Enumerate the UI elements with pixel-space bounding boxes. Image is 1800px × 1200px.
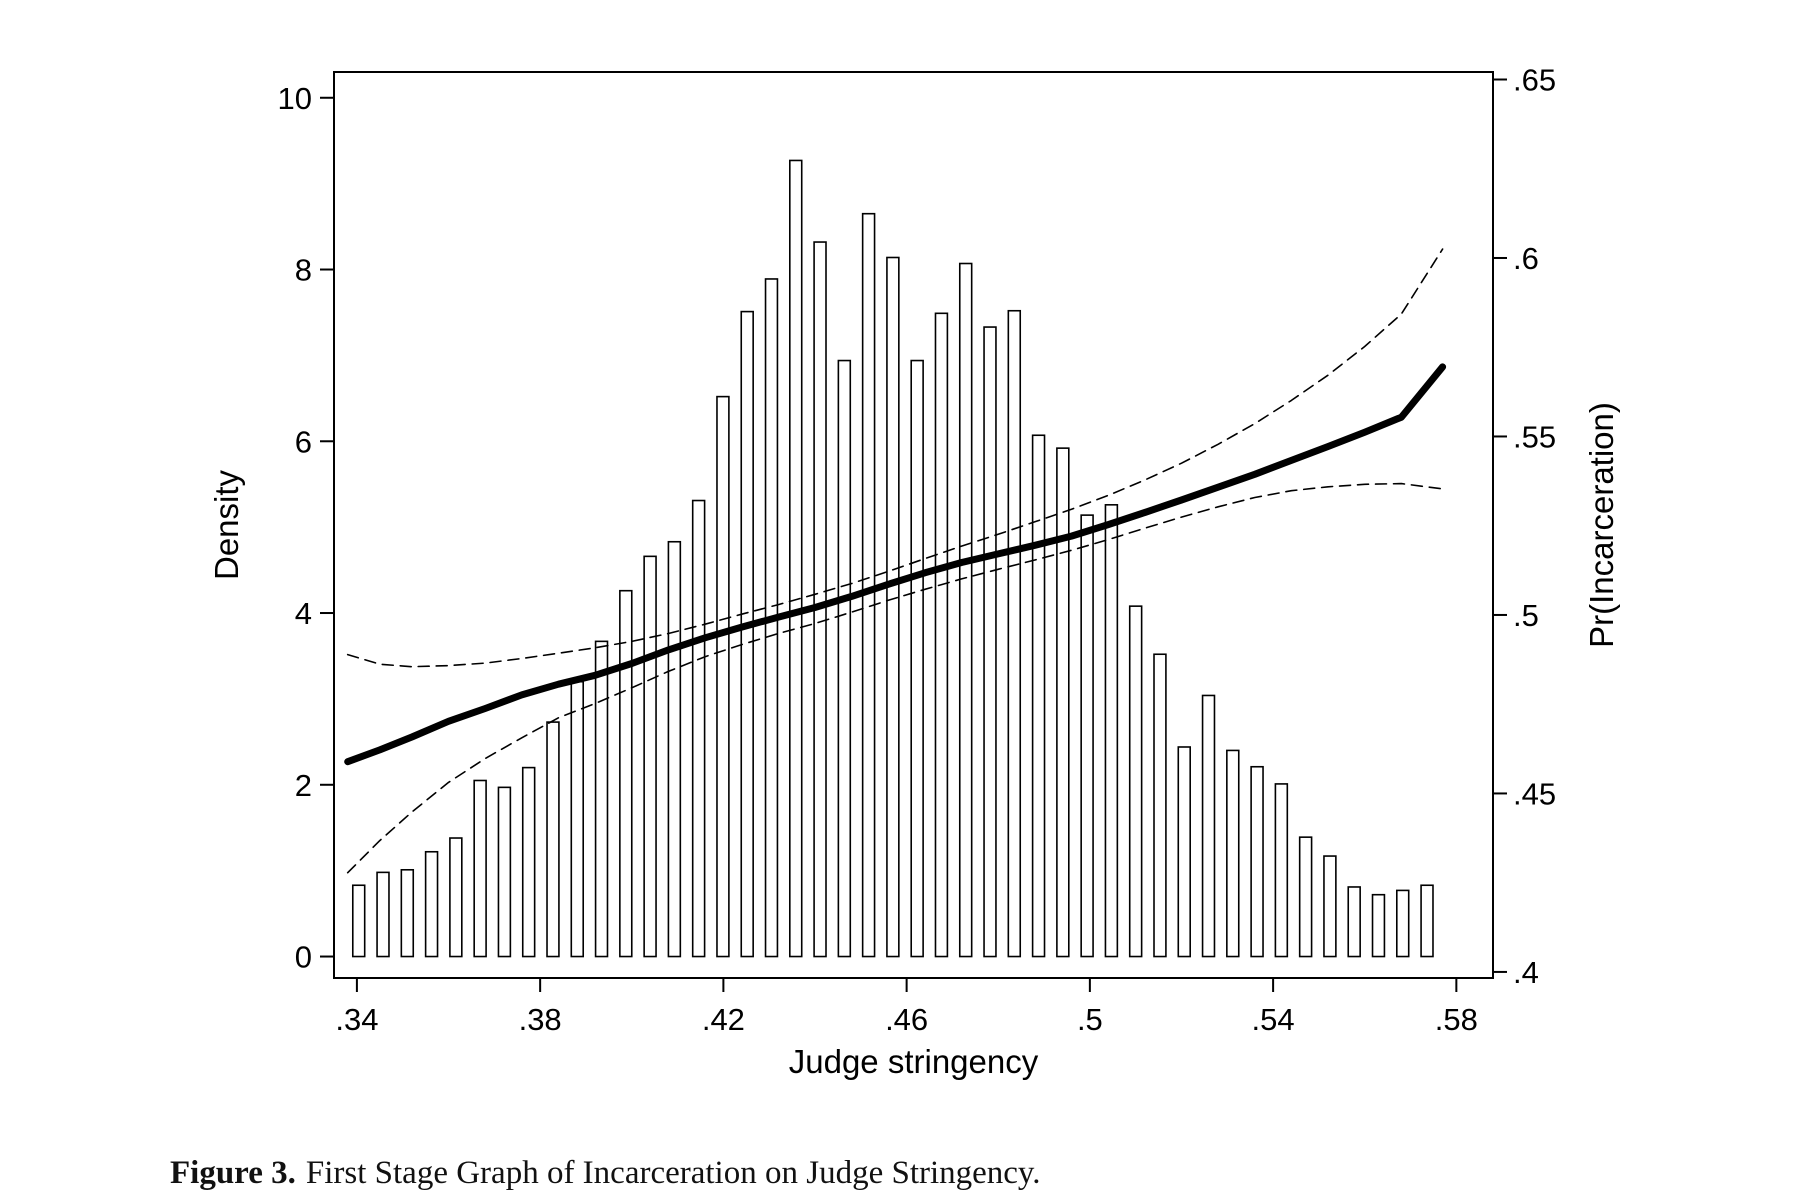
histogram-bar — [521, 766, 536, 958]
histogram-bar — [667, 540, 682, 958]
histogram-bar — [1226, 749, 1240, 958]
histogram-bars — [351, 159, 1434, 958]
histogram-bar — [1007, 309, 1022, 958]
histogram-bar — [740, 310, 754, 958]
y-tick-label: 10 — [278, 81, 312, 116]
fit-lines — [344, 248, 1447, 874]
axes: .34 .38 .42 .46 .5 .54 .58 0 2 4 6 8 10 .4 .45 .5 .55 .6.… — [278, 62, 1557, 1037]
histogram-bar — [570, 680, 585, 958]
histogram-bar — [813, 241, 827, 958]
histogram-bar — [643, 555, 657, 958]
y2-tick-label: .65 — [1513, 62, 1556, 97]
histogram-bar — [1298, 836, 1313, 958]
histogram-bar — [497, 786, 512, 958]
histogram-bar — [1323, 855, 1337, 958]
histogram-bar — [716, 395, 730, 958]
histogram-bar — [958, 262, 973, 958]
plot-frame — [333, 71, 1494, 979]
histogram-bar — [449, 837, 463, 958]
y2-axis-label: Pr(Incarceration) — [1583, 402, 1620, 648]
x-tick-label: .5 — [1077, 1002, 1103, 1037]
histogram-bar — [1056, 447, 1070, 958]
histogram-bar — [789, 159, 803, 958]
y-axis-label: Density — [208, 469, 245, 580]
histogram-bar — [983, 326, 997, 958]
histogram-bar — [1420, 884, 1434, 958]
histogram-bar — [424, 850, 439, 958]
x-tick-label: .42 — [702, 1002, 745, 1037]
histogram-bar — [886, 256, 900, 958]
histogram-bar — [1274, 783, 1289, 958]
figure-caption-text: First Stage Graph of Incarceration on Ju… — [305, 1155, 1041, 1191]
histogram-bar — [910, 359, 924, 958]
histogram-bar — [934, 312, 949, 958]
histogram-bar — [594, 640, 609, 958]
y2-tick-label: .55 — [1513, 419, 1556, 454]
histogram-bar — [473, 779, 487, 958]
y2-tick-label: .5 — [1513, 598, 1539, 633]
histogram-bar — [546, 721, 560, 958]
histogram-bar — [861, 212, 876, 958]
y-tick-label: 0 — [295, 940, 312, 975]
histogram-bar — [619, 589, 633, 958]
histogram-bar — [1128, 605, 1143, 958]
x-tick-label: .38 — [519, 1002, 562, 1037]
histogram-bar — [1250, 765, 1264, 958]
figure-label: Figure 3. — [170, 1155, 296, 1191]
y-tick-label: 6 — [295, 424, 312, 459]
y-tick-label: 4 — [295, 596, 312, 631]
histogram-bar — [351, 884, 366, 958]
y2-tick-label: .45 — [1513, 776, 1556, 811]
y2-tick-label: .4 — [1513, 955, 1539, 990]
histogram-bar — [1201, 694, 1216, 958]
y-tick-label: 2 — [295, 768, 312, 803]
histogram-bar — [1395, 889, 1410, 958]
x-tick-label: .58 — [1435, 1002, 1478, 1037]
x-axis-label: Judge stringency — [789, 1043, 1039, 1080]
x-tick-label: .34 — [335, 1002, 378, 1037]
y2-tick-label: .6 — [1513, 241, 1539, 276]
histogram-bar — [400, 868, 415, 958]
histogram-bar — [1153, 653, 1167, 958]
histogram-bar — [1371, 893, 1386, 958]
histogram-bar — [1177, 746, 1191, 958]
histogram-bar — [691, 499, 706, 958]
histogram-bar — [1080, 514, 1094, 958]
fitted-line — [344, 363, 1447, 766]
histogram-bar — [837, 359, 852, 958]
histogram-bar — [1347, 886, 1361, 958]
y-tick-label: 8 — [295, 253, 312, 288]
histogram-bar — [376, 871, 390, 958]
histogram-bar — [1031, 434, 1046, 958]
confidence-band-line — [346, 482, 1444, 874]
figure-caption: Figure 3. First Stage Graph of Incarcerat… — [170, 1155, 1041, 1192]
histogram-bar — [1104, 504, 1119, 958]
x-tick-label: .54 — [1252, 1002, 1295, 1037]
x-tick-label: .46 — [885, 1002, 928, 1037]
